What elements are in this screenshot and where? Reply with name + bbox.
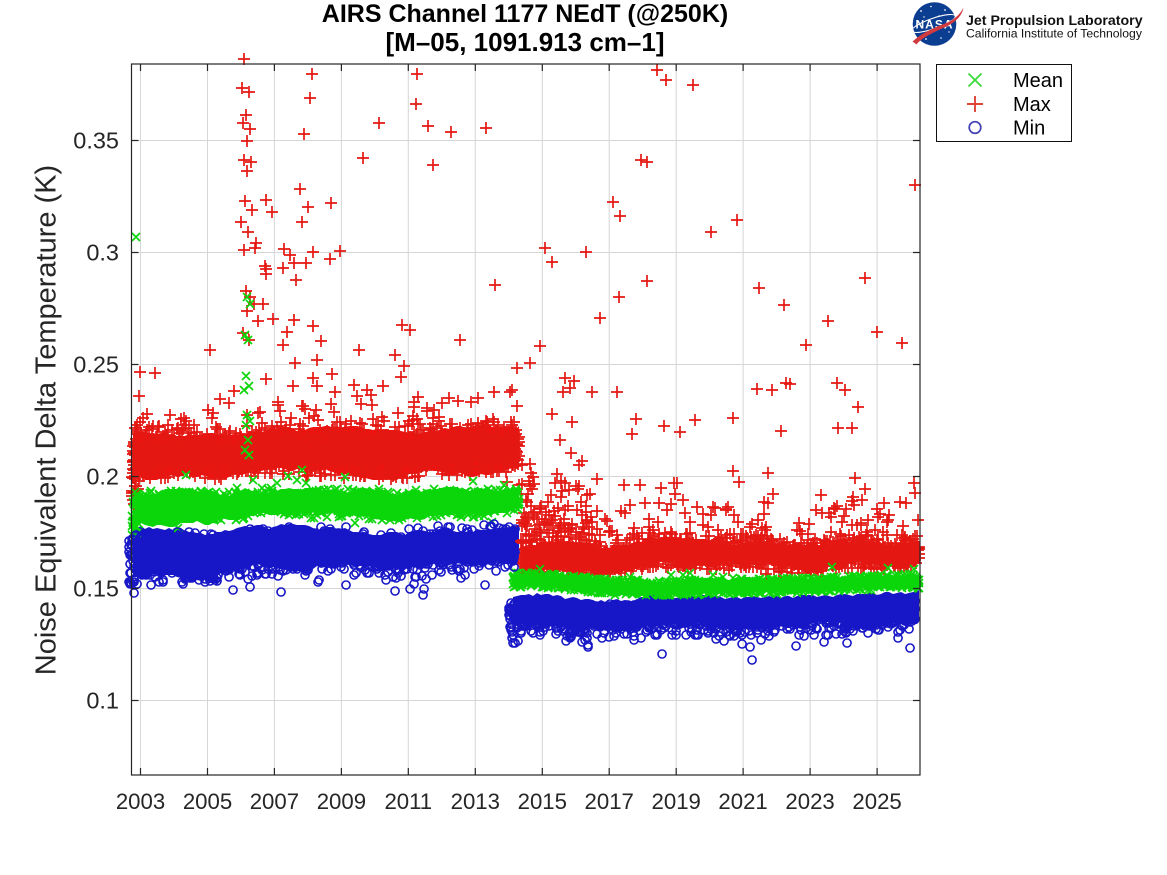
svg-text:2007: 2007 (250, 789, 299, 814)
svg-text:2025: 2025 (852, 789, 901, 814)
svg-text:2023: 2023 (785, 789, 834, 814)
svg-text:0.35: 0.35 (73, 128, 119, 154)
svg-text:Min: Min (1013, 118, 1045, 140)
svg-text:0.2: 0.2 (86, 464, 119, 490)
svg-text:2009: 2009 (317, 789, 366, 814)
svg-text:[M–05, 1091.913 cm–1]: [M–05, 1091.913 cm–1] (386, 27, 665, 57)
svg-text:2005: 2005 (183, 789, 232, 814)
svg-text:California Institute of Techno: California Institute of Technology (966, 26, 1143, 40)
svg-text:2015: 2015 (518, 789, 567, 814)
svg-text:2017: 2017 (585, 789, 634, 814)
svg-text:2011: 2011 (384, 789, 432, 814)
svg-text:0.25: 0.25 (73, 352, 119, 378)
svg-text:2003: 2003 (116, 789, 165, 814)
svg-text:0.3: 0.3 (86, 240, 119, 266)
svg-text:2019: 2019 (652, 789, 701, 814)
svg-text:2021: 2021 (718, 789, 767, 814)
svg-text:Max: Max (1013, 94, 1051, 116)
svg-text:Jet Propulsion Laboratory: Jet Propulsion Laboratory (966, 13, 1143, 29)
svg-text:Noise Equivalent Delta Tempera: Noise Equivalent Delta Temperature (K) (31, 165, 63, 675)
svg-text:Mean: Mean (1013, 70, 1063, 92)
svg-text:0.1: 0.1 (86, 688, 119, 714)
svg-text:AIRS Channel 1177 NEdT (@250K): AIRS Channel 1177 NEdT (@250K) (322, 0, 728, 28)
svg-text:2013: 2013 (451, 789, 500, 814)
svg-text:0.15: 0.15 (73, 576, 119, 602)
